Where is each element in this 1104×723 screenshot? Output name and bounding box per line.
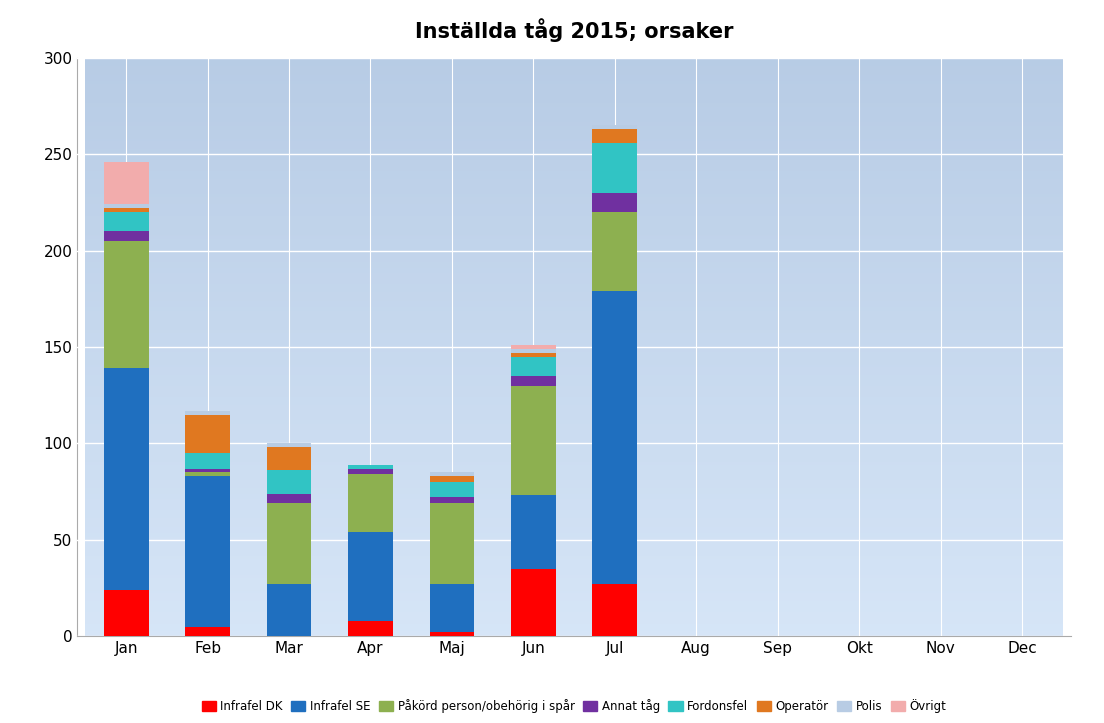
Bar [104, 162, 149, 205]
Bar [185, 453, 230, 469]
Bar [104, 205, 149, 208]
Bar [104, 368, 149, 590]
Bar [104, 231, 149, 241]
Bar [511, 353, 555, 356]
Bar [429, 584, 475, 633]
Bar [593, 125, 637, 129]
Bar [429, 472, 475, 476]
Bar [267, 443, 311, 448]
Bar [511, 495, 555, 569]
Bar [511, 376, 555, 385]
Title: Inställda tåg 2015; orsaker: Inställda tåg 2015; orsaker [415, 19, 733, 43]
Bar [593, 584, 637, 636]
Bar [593, 212, 637, 291]
Bar [267, 471, 311, 494]
Bar [185, 472, 230, 476]
Bar [267, 494, 311, 503]
Bar [185, 476, 230, 627]
Bar [511, 385, 555, 495]
Bar [348, 621, 393, 636]
Bar [348, 469, 393, 474]
Bar [429, 503, 475, 584]
Bar [429, 497, 475, 503]
Bar [104, 241, 149, 368]
Bar [104, 212, 149, 231]
Bar [267, 448, 311, 471]
Bar [429, 633, 475, 636]
Bar [429, 476, 475, 482]
Bar [511, 345, 555, 349]
Bar [348, 474, 393, 532]
Bar [185, 469, 230, 472]
Bar [593, 193, 637, 212]
Bar [593, 129, 637, 142]
Bar [593, 291, 637, 584]
Bar [511, 356, 555, 376]
Bar [593, 142, 637, 193]
Bar [267, 584, 311, 636]
Bar [185, 414, 230, 453]
Bar [267, 503, 311, 584]
Bar [104, 208, 149, 212]
Bar [185, 411, 230, 414]
Bar [348, 532, 393, 621]
Bar [429, 482, 475, 497]
Bar [104, 590, 149, 636]
Bar [511, 349, 555, 353]
Bar [511, 569, 555, 636]
Bar [185, 627, 230, 636]
Bar [348, 465, 393, 469]
Legend: Infrafel DK, Infrafel SE, Påkörd person/obehörig i spår, Annat tåg, Fordonsfel, : Infrafel DK, Infrafel SE, Påkörd person/… [197, 694, 952, 718]
